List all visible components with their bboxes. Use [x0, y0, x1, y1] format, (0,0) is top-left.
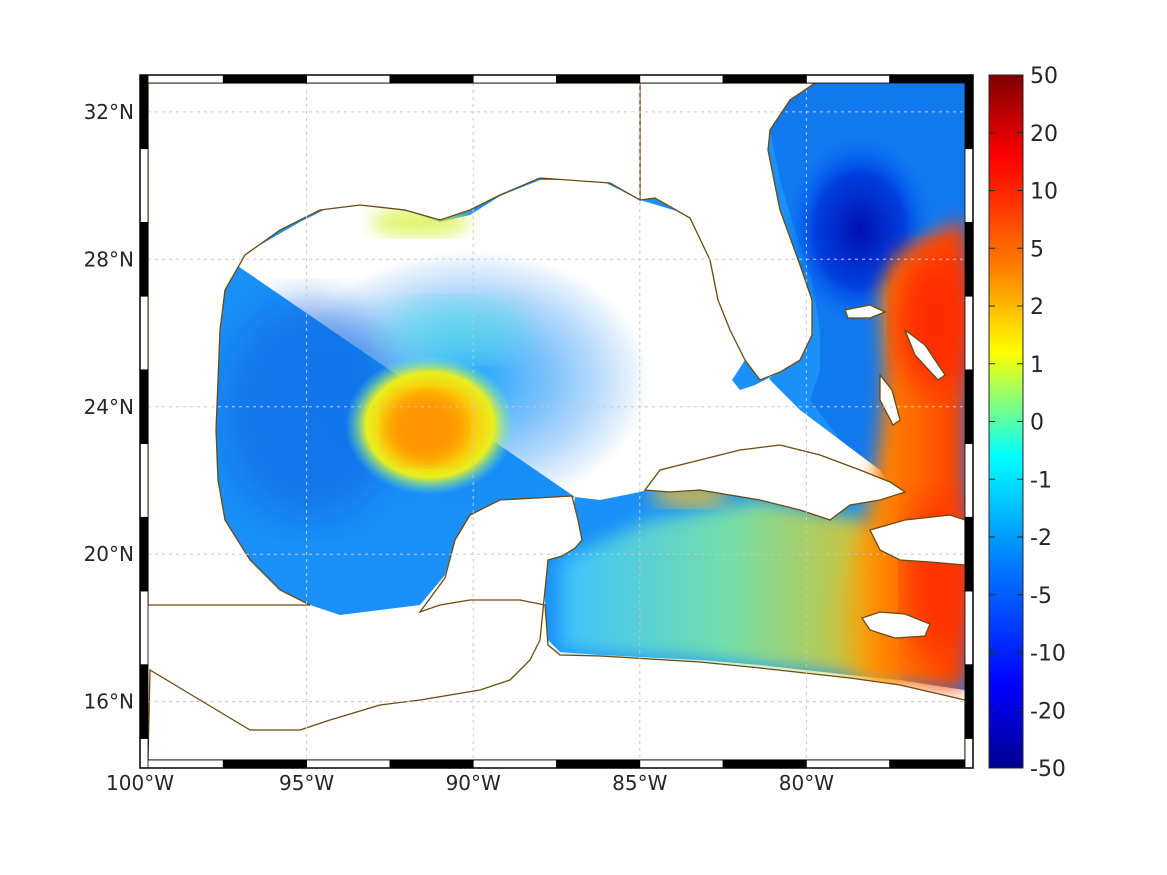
- frame-segment: [964, 148, 974, 223]
- frame-segment: [806, 74, 891, 84]
- longitude-tick-label: 80°W: [779, 771, 834, 795]
- frame-segment: [389, 74, 474, 84]
- frame-segment: [556, 74, 641, 84]
- latitude-tick-label: 16°N: [84, 690, 134, 714]
- colorbar-tick-label: 0: [1030, 411, 1044, 436]
- frame-segment: [964, 590, 974, 666]
- cuba-land: [643, 444, 907, 521]
- colorbar-tick-label: -50: [1030, 757, 1066, 782]
- colorbar-tick-label: -20: [1030, 699, 1066, 724]
- frame-segment: [639, 74, 724, 84]
- bahamas-island: [903, 328, 946, 381]
- latitude-tick-label: 24°N: [84, 395, 134, 419]
- jamaica-land: [860, 611, 931, 639]
- frame-segment: [139, 759, 224, 769]
- longitude-tick-label: 85°W: [612, 771, 667, 795]
- longitude-labels: 100°W 95°W 90°W 85°W 80°W: [106, 771, 834, 795]
- frame-segment: [222, 759, 308, 769]
- warm-eddy-core: [387, 394, 463, 462]
- frame-segment: [639, 759, 724, 769]
- frame-segment: [139, 74, 224, 84]
- graticule: [148, 83, 965, 760]
- frame-segment: [139, 222, 149, 297]
- western-gulf-dark: [220, 300, 400, 520]
- frame-segment: [889, 74, 974, 84]
- frame-segment: [139, 664, 149, 739]
- frame-segment: [964, 664, 974, 739]
- frame-segment: [472, 74, 557, 84]
- colorbar-tick-label: 10: [1030, 180, 1058, 205]
- frame-segment: [139, 443, 149, 518]
- frame-segment: [139, 369, 149, 445]
- frame-segment: [139, 295, 149, 371]
- map-frame: [139, 74, 974, 769]
- frame-segment: [139, 516, 149, 592]
- longitude-tick-label: 90°W: [446, 771, 501, 795]
- frame-segment: [722, 759, 807, 769]
- frame-segment: [306, 759, 391, 769]
- colorbar-tick-label: 1: [1030, 353, 1044, 378]
- land: [147, 82, 966, 761]
- frame-segment: [964, 222, 974, 297]
- latitude-labels: 32°N 28°N 24°N 20°N 16°N: [84, 100, 134, 714]
- frame-segment: [806, 759, 891, 769]
- frame-segment: [389, 759, 474, 769]
- frame-segment: [139, 74, 149, 150]
- caribbean-warm: [560, 500, 900, 680]
- frame-segment: [306, 74, 391, 84]
- frame-segment: [964, 295, 974, 371]
- colorbar-tick-label: 50: [1030, 64, 1058, 89]
- frame-outline: [139, 74, 974, 769]
- frame-segment: [722, 74, 807, 84]
- north-gulf-coast: [147, 82, 641, 606]
- gulf-stream-core: [895, 250, 965, 390]
- latitude-tick-label: 28°N: [84, 247, 134, 271]
- frame-segment: [472, 759, 557, 769]
- colorbar-tick-label: 20: [1030, 122, 1058, 147]
- colorbar-tick-label: 5: [1030, 237, 1044, 262]
- frame-segment: [964, 443, 974, 518]
- frame-segment: [964, 369, 974, 445]
- colorbar-tick-label: -1: [1030, 468, 1052, 493]
- frame-segment: [222, 74, 308, 84]
- frame-segment: [889, 759, 974, 769]
- eddy-ring-north: [385, 300, 525, 360]
- colorbar-tick-label: -2: [1030, 526, 1052, 551]
- frame-segment: [139, 738, 149, 769]
- colorbar-tick-label: -10: [1030, 642, 1066, 667]
- longitude-tick-label: 100°W: [106, 771, 174, 795]
- frame-segment: [139, 590, 149, 666]
- frame-segment: [964, 738, 974, 769]
- colorbar-tick-label: 2: [1030, 295, 1044, 320]
- latitude-tick-label: 32°N: [84, 100, 134, 124]
- frame-segment: [556, 759, 641, 769]
- latitude-tick-label: 20°N: [84, 542, 134, 566]
- yucatan-land: [147, 495, 966, 761]
- frame-segment: [964, 74, 974, 150]
- frame-segment: [139, 148, 149, 223]
- colorbar-tick-label: -5: [1030, 584, 1052, 609]
- longitude-tick-label: 95°W: [279, 771, 334, 795]
- florida-land: [639, 82, 818, 381]
- bahamas-island: [879, 373, 901, 426]
- frame-segment: [964, 516, 974, 592]
- bahamas-island: [844, 304, 887, 319]
- ocean-field: [216, 83, 965, 690]
